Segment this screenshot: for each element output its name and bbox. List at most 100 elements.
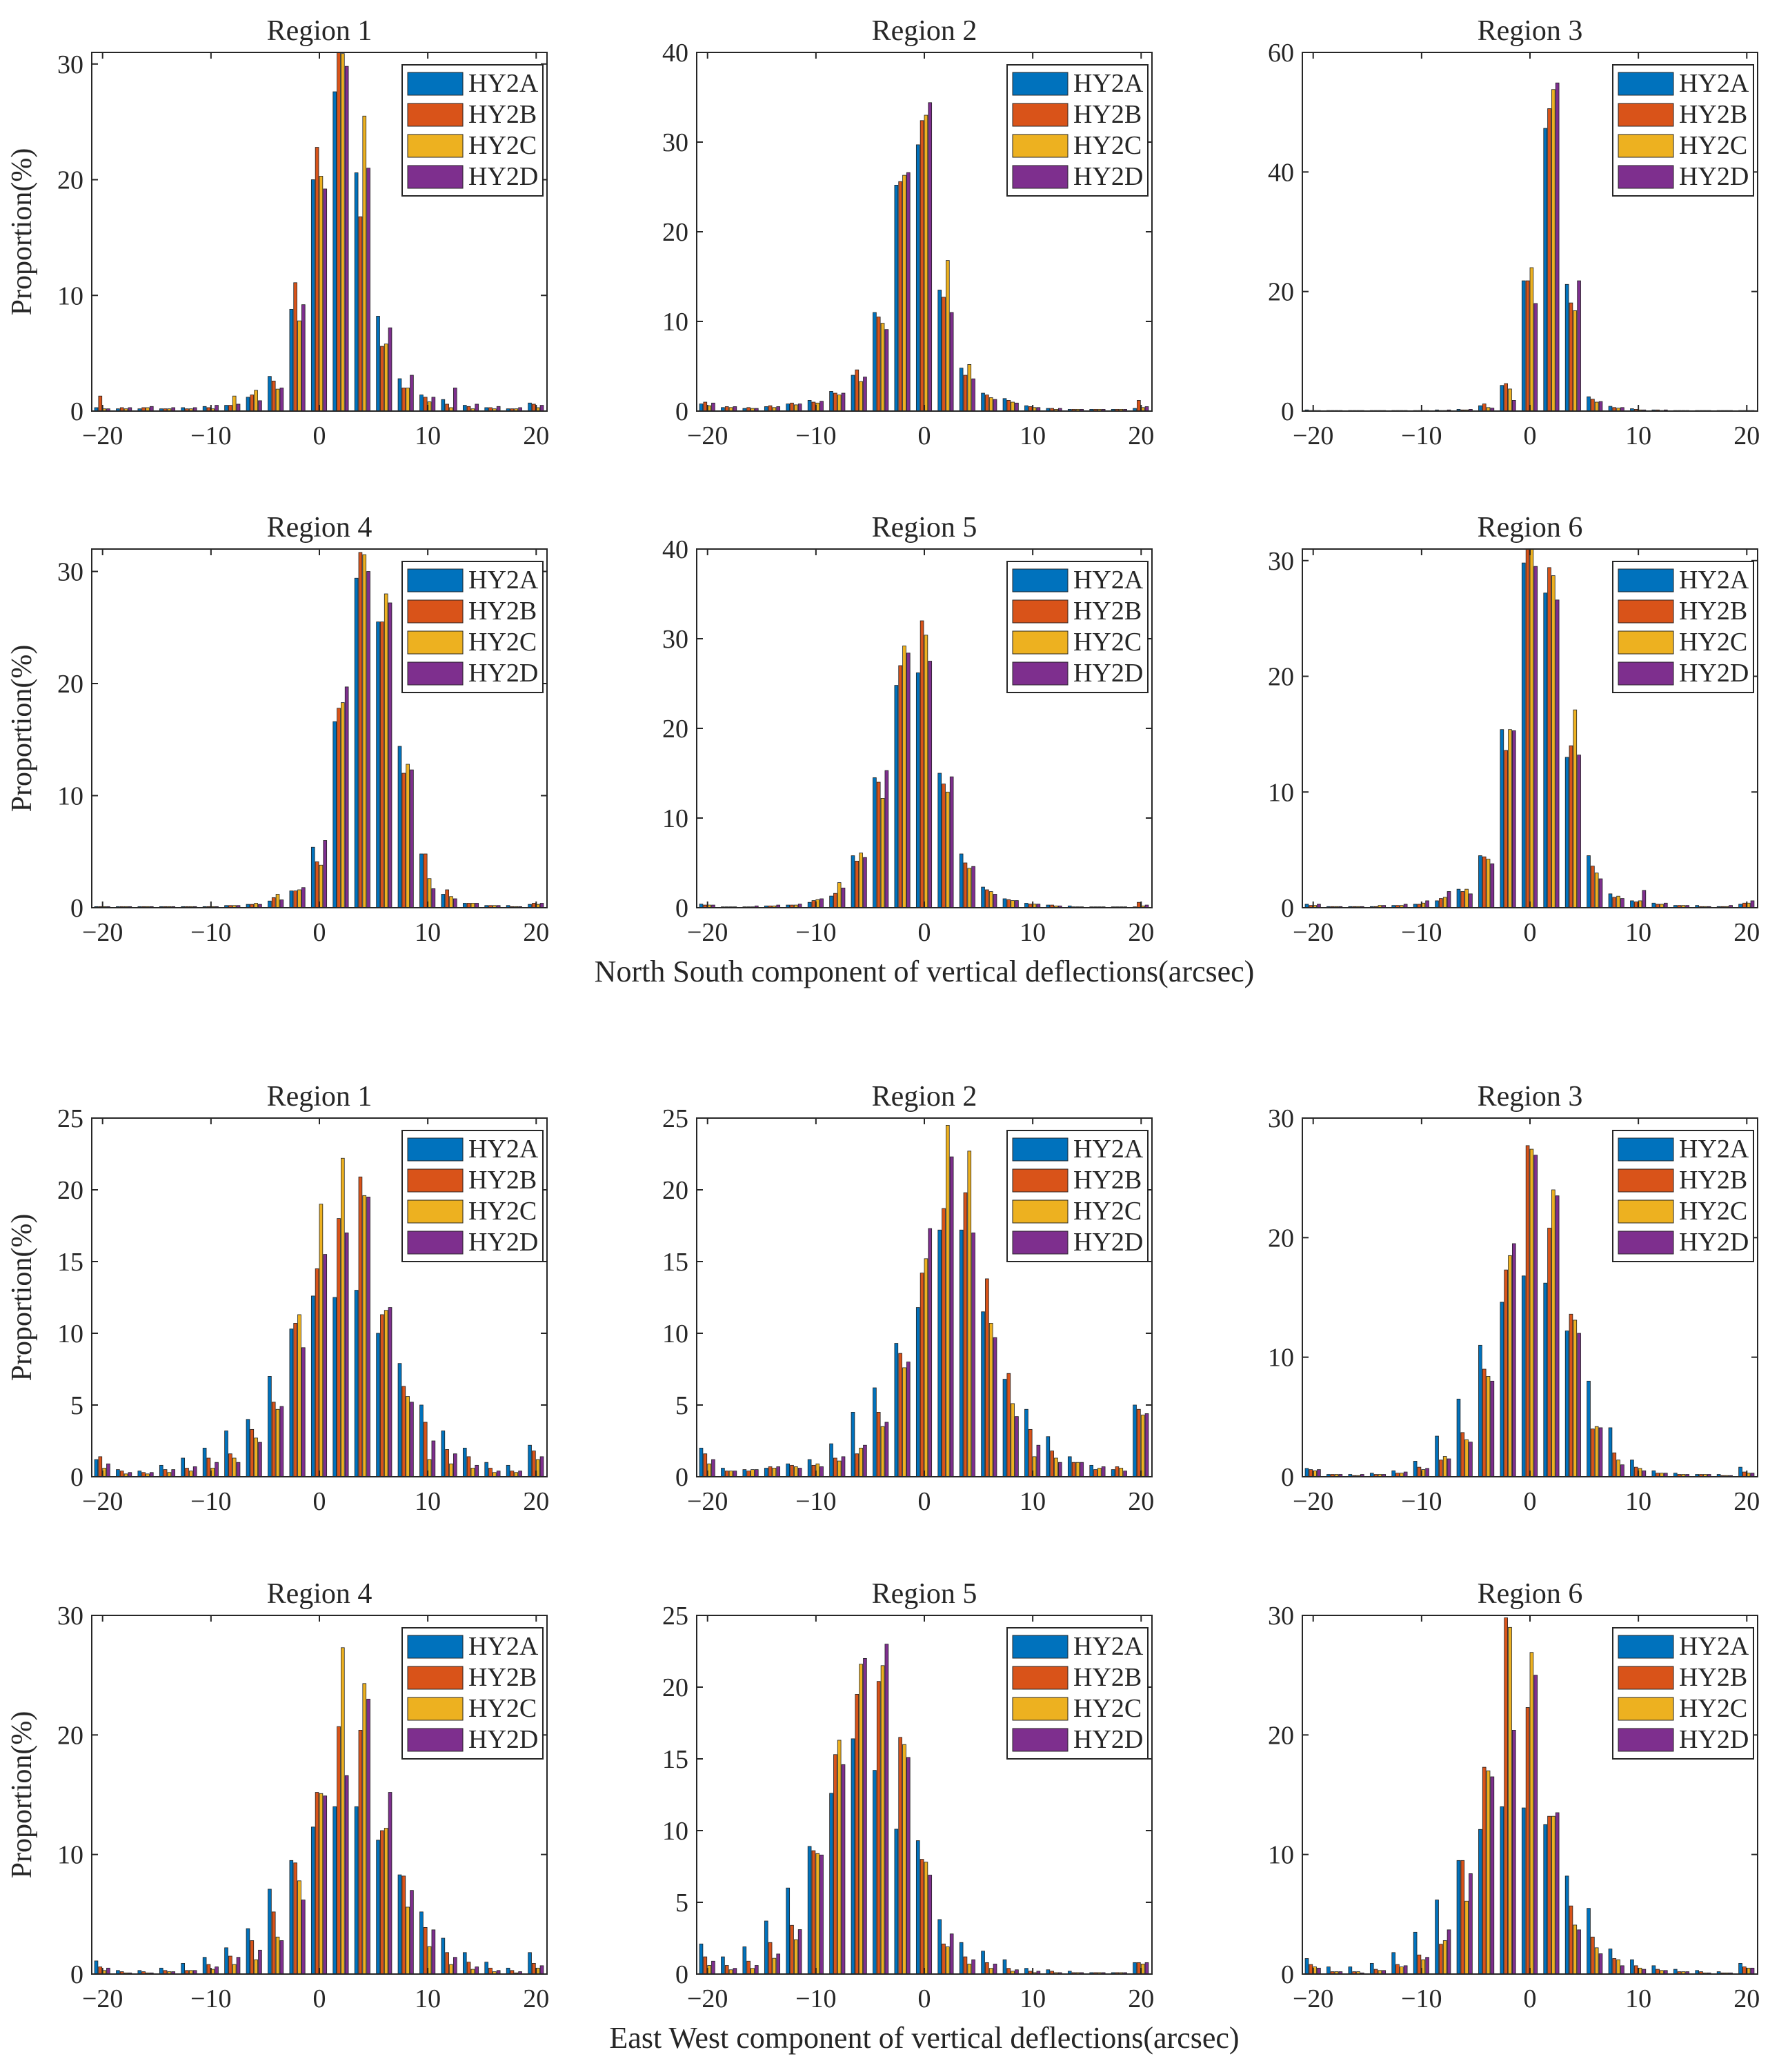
bar-hy2a-4 bbox=[354, 577, 359, 908]
bar-hy2a--10 bbox=[1413, 1931, 1418, 1975]
bar-hy2a-16 bbox=[484, 1962, 489, 1975]
bar-hy2c--8 bbox=[837, 1460, 842, 1477]
bar-hy2b-0 bbox=[315, 1792, 319, 1975]
chart-title: Region 2 bbox=[872, 15, 977, 47]
bar-hy2b--4 bbox=[1482, 404, 1487, 412]
y-tick-label: 30 bbox=[1268, 1104, 1294, 1133]
legend-swatch-hy2b bbox=[407, 103, 464, 127]
legend-swatch-hy2b bbox=[407, 1168, 464, 1193]
bar-hy2a--18 bbox=[721, 1956, 725, 1975]
bar-hy2a--20 bbox=[1304, 1468, 1309, 1477]
bar-hy2c--10 bbox=[815, 1853, 820, 1975]
bar-hy2b-2 bbox=[942, 1943, 946, 1975]
bar-hy2b-6 bbox=[380, 1830, 384, 1975]
legend-swatch-hy2c bbox=[1618, 630, 1674, 655]
bar-hy2d-4 bbox=[971, 378, 975, 412]
bar-hy2a-2 bbox=[937, 773, 942, 908]
bar-hy2a--16 bbox=[742, 1469, 747, 1477]
x-tick-label: 0 bbox=[313, 1984, 326, 2013]
bar-hy2b--10 bbox=[811, 1464, 816, 1477]
ns-region-4-panel: −20 −10 0 10 20 0 10 20 30 Region 4 Proportion(%) H… bbox=[6, 512, 549, 947]
bar-hy2b-4 bbox=[358, 216, 363, 412]
bar-hy2b--20 bbox=[703, 1956, 708, 1975]
bar-hy2c-6 bbox=[1594, 873, 1599, 908]
bar-hy2d-20 bbox=[539, 1456, 544, 1477]
bar-hy2b-0 bbox=[1525, 548, 1530, 908]
bar-hy2a-0 bbox=[915, 1307, 920, 1477]
bar-hy2b--12 bbox=[185, 1468, 189, 1477]
bar-hy2d-2 bbox=[1555, 1195, 1560, 1477]
bar-hy2b-0 bbox=[920, 1273, 924, 1477]
bar-hy2a-6 bbox=[981, 1951, 985, 1975]
bar-hy2a--8 bbox=[829, 1793, 833, 1975]
bar-hy2a--10 bbox=[202, 1957, 207, 1975]
bar-hy2b--4 bbox=[876, 1412, 881, 1477]
legend-label-hy2b: HY2B bbox=[1073, 1166, 1142, 1195]
legend-label-hy2d: HY2D bbox=[1679, 1725, 1749, 1754]
bar-hy2a-4 bbox=[1564, 283, 1569, 412]
bar-hy2b--2 bbox=[898, 1353, 902, 1477]
bar-hy2c-2 bbox=[946, 1125, 950, 1477]
bar-hy2c--12 bbox=[189, 1471, 193, 1477]
bar-hy2a--12 bbox=[1391, 1470, 1396, 1477]
legend-swatch-hy2a bbox=[1012, 1635, 1069, 1659]
legend-swatch-hy2b bbox=[407, 1666, 464, 1690]
bar-hy2c-4 bbox=[1573, 310, 1578, 412]
bar-hy2a-4 bbox=[959, 368, 964, 412]
x-tick-label: −20 bbox=[687, 1984, 728, 2013]
bar-hy2a--18 bbox=[1326, 1966, 1331, 1975]
bar-hy2d-8 bbox=[1620, 898, 1624, 908]
bar-hy2c--2 bbox=[1508, 1626, 1512, 1975]
bar-hy2d-4 bbox=[1577, 755, 1581, 908]
bar-hy2d-6 bbox=[388, 1307, 392, 1477]
bar-hy2d-6 bbox=[993, 1337, 997, 1477]
legend-swatch-hy2b bbox=[1012, 1666, 1069, 1690]
bar-hy2c-4 bbox=[1573, 709, 1578, 908]
bar-hy2d-0 bbox=[928, 1228, 933, 1477]
bar-hy2b--14 bbox=[163, 1469, 168, 1477]
bar-hy2c-6 bbox=[384, 1828, 388, 1975]
bar-hy2d-0 bbox=[1533, 303, 1538, 412]
bar-hy2a-4 bbox=[354, 1290, 359, 1477]
bar-hy2a--16 bbox=[137, 1471, 142, 1477]
bar-hy2a-10 bbox=[1024, 1968, 1028, 1975]
legend-swatch-hy2c bbox=[1618, 1199, 1674, 1224]
y-tick-label: 15 bbox=[662, 1248, 688, 1277]
bar-hy2a--16 bbox=[742, 1946, 747, 1975]
bar-hy2d--4 bbox=[1490, 1776, 1495, 1975]
bar-hy2b--12 bbox=[790, 1464, 794, 1477]
bar-hy2a-0 bbox=[1521, 562, 1526, 908]
bar-hy2a--14 bbox=[159, 1464, 163, 1477]
bar-hy2b--2 bbox=[1504, 750, 1508, 908]
ew-region-6-panel: −20 −10 0 10 20 0 10 20 30 Region 6 HY2AHY2BHY2CHY… bbox=[1268, 1578, 1760, 2013]
bar-hy2b-20 bbox=[1742, 902, 1747, 908]
bar-hy2d--10 bbox=[819, 1466, 824, 1477]
bar-hy2a--20 bbox=[94, 1459, 99, 1477]
bar-hy2b--2 bbox=[1504, 1269, 1508, 1477]
bar-hy2c-2 bbox=[1551, 1815, 1556, 1975]
x-tick-label: 0 bbox=[918, 1487, 931, 1516]
bar-hy2d--18 bbox=[733, 1471, 737, 1477]
legend-swatch-hy2b bbox=[1618, 1666, 1674, 1690]
bar-hy2d--4 bbox=[884, 1422, 889, 1477]
bar-hy2a--10 bbox=[1413, 1461, 1418, 1477]
bar-hy2b-8 bbox=[1612, 1958, 1617, 1975]
bar-hy2a-12 bbox=[1046, 1436, 1051, 1477]
bar-hy2b--6 bbox=[250, 1940, 255, 1975]
bar-hy2b--4 bbox=[1482, 856, 1487, 908]
bar-hy2c-2 bbox=[1551, 575, 1556, 908]
bar-hy2d-10 bbox=[1642, 1470, 1647, 1477]
bar-hy2b--18 bbox=[119, 1471, 124, 1477]
bar-hy2b-2 bbox=[337, 1218, 341, 1477]
y-tick-label: 40 bbox=[662, 535, 688, 564]
ns-region-1-panel: −20 −10 0 10 20 0 10 20 30 Region 1 Proportion(%) H… bbox=[6, 15, 549, 450]
y-axis-label: Proportion(%) bbox=[6, 1711, 38, 1879]
bar-hy2a-0 bbox=[310, 1826, 315, 1975]
chart-title: Region 5 bbox=[872, 1578, 977, 1610]
bar-hy2b-12 bbox=[1656, 1969, 1660, 1975]
bar-hy2c--2 bbox=[902, 175, 906, 412]
bar-hy2a-8 bbox=[397, 378, 402, 412]
bar-hy2d--2 bbox=[1511, 1243, 1516, 1477]
y-axis-label: Proportion(%) bbox=[6, 645, 38, 813]
